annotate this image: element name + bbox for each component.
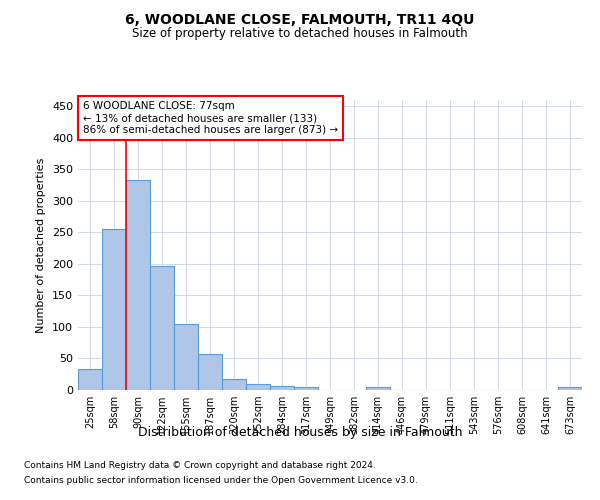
Text: Size of property relative to detached houses in Falmouth: Size of property relative to detached ho… (132, 28, 468, 40)
Bar (150, 266, 174, 390)
Bar (294, 387, 318, 390)
Y-axis label: Number of detached properties: Number of detached properties (37, 158, 46, 332)
Bar (366, 388, 390, 390)
Text: Distribution of detached houses by size in Falmouth: Distribution of detached houses by size … (138, 426, 462, 439)
Text: 6 WOODLANE CLOSE: 77sqm
← 13% of detached houses are smaller (133)
86% of semi-d: 6 WOODLANE CLOSE: 77sqm ← 13% of detache… (83, 102, 338, 134)
Text: Contains public sector information licensed under the Open Government Licence v3: Contains public sector information licen… (24, 476, 418, 485)
Bar (558, 388, 582, 390)
Text: Contains HM Land Registry data © Crown copyright and database right 2024.: Contains HM Land Registry data © Crown c… (24, 461, 376, 470)
Bar (78, 368, 102, 390)
Bar (246, 384, 270, 390)
Text: 6, WOODLANE CLOSE, FALMOUTH, TR11 4QU: 6, WOODLANE CLOSE, FALMOUTH, TR11 4QU (125, 12, 475, 26)
Bar (198, 354, 222, 390)
Bar (270, 386, 294, 390)
Bar (102, 228, 126, 390)
Bar (174, 324, 198, 390)
Bar (126, 180, 150, 390)
Bar (222, 380, 246, 390)
